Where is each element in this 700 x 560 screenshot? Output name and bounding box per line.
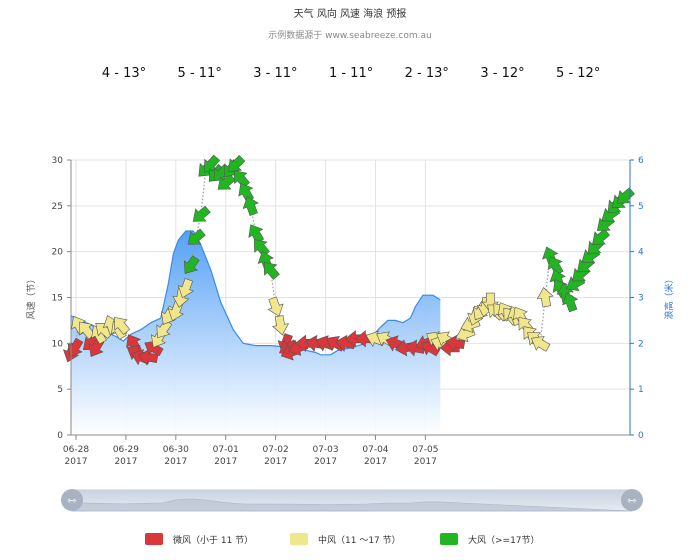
legend: 微风（小于 11 节） 中风（11 ～17 节） 大风（>=17节）: [145, 533, 540, 546]
wave-height-line: [70, 230, 441, 356]
navigator-handle-left[interactable]: ⇿: [61, 489, 83, 511]
x-tick-label-date: 07-05: [412, 445, 438, 455]
y-left-tick-label: 5: [57, 385, 63, 395]
y-right-tick-label: 2: [638, 339, 644, 349]
wind-arrow: [187, 228, 206, 245]
chart-subtitle: 示例数据源于 www.seabreeze.com.au: [268, 29, 431, 41]
wind-arrow: [177, 278, 195, 299]
temperature-label: 2 - 13°: [405, 66, 449, 81]
legend-swatch: [440, 533, 458, 545]
x-tick-label-year: 2017: [114, 457, 137, 467]
y-right-tick-label: 3: [638, 294, 644, 304]
wind-arrow: [536, 287, 554, 308]
temperature-label: 1 - 11°: [329, 66, 373, 81]
wind-arrow: [242, 195, 259, 217]
y-left-tick-label: 10: [52, 339, 64, 349]
y-axis-left-title: 风速（节）: [26, 274, 37, 319]
wind-arrow: [444, 334, 466, 352]
wind-arrow: [562, 292, 579, 313]
y-left-tick-label: 15: [52, 294, 63, 304]
y-right-tick-label: 0: [638, 431, 644, 441]
legend-label: 微风（小于 11 节）: [173, 534, 253, 546]
x-tick-label-year: 2017: [264, 457, 287, 467]
x-tick-label-date: 07-04: [362, 445, 388, 455]
navigator-wave-preview: [71, 498, 633, 512]
wind-arrow-series: [62, 154, 635, 366]
wave-height-area: [71, 231, 441, 435]
y-left-tick-label: 0: [57, 431, 63, 441]
wind-arrow: [267, 296, 284, 317]
temperature-label: 3 - 12°: [480, 66, 524, 81]
svg-text:⇿: ⇿: [627, 494, 636, 507]
x-tick-label-date: 07-02: [263, 445, 289, 455]
temperature-label: 3 - 11°: [253, 66, 297, 81]
wind-arrow: [192, 205, 211, 222]
wave-height-series: [70, 230, 441, 435]
y-left-tick-label: 25: [52, 202, 63, 212]
x-tick-label-date: 07-01: [213, 445, 239, 455]
wind-arrow: [421, 340, 441, 357]
navigator-handle-right[interactable]: ⇿: [621, 489, 643, 511]
temperature-label: 5 - 11°: [178, 66, 222, 81]
wind-arrow: [263, 261, 280, 280]
wind-arrow: [217, 173, 236, 190]
wind-arrow: [114, 316, 131, 335]
navigator-wave-area: [71, 498, 633, 512]
x-tick-label-date: 06-30: [163, 445, 189, 455]
x-tick-label-year: 2017: [65, 457, 88, 467]
wind-arrow: [531, 335, 551, 352]
temperature-row: 4 - 13° 5 - 11° 3 - 11° 1 - 11° 2 - 13° 3 - 1…: [102, 66, 600, 81]
svg-text:⇿: ⇿: [67, 494, 76, 507]
legend-swatch: [145, 533, 163, 545]
x-tick-label-year: 2017: [364, 457, 387, 467]
navigator[interactable]: ⇿ ⇿: [61, 489, 643, 512]
y-right-tick-label: 1: [638, 385, 644, 395]
temperature-label: 4 - 13°: [102, 66, 146, 81]
y-left-tick-label: 20: [52, 248, 64, 258]
x-tick-label-year: 2017: [214, 457, 237, 467]
x-tick-label-year: 2017: [314, 457, 337, 467]
wind-arrow: [272, 315, 290, 336]
wind-arrow: [592, 228, 610, 245]
legend-label: 中风（11 ～17 节）: [318, 534, 401, 546]
x-tick-label-date: 07-03: [312, 445, 338, 455]
y-right-tick-label: 6: [638, 156, 644, 166]
legend-swatch: [290, 533, 308, 545]
chart-title: 天气 风向 风速 海浪 预报: [294, 7, 407, 20]
axes: 0 5 10 15 20 25 30 0 1 2 3 4 5 6 06-28 2017 06-29 2017 06-…: [52, 156, 644, 467]
x-tick-label-year: 2017: [414, 457, 437, 467]
y-right-tick-label: 5: [638, 202, 644, 212]
y-left-tick-label: 30: [52, 156, 64, 166]
y-axis-right-title: 浪高（米）: [663, 274, 675, 319]
wind-arrow: [156, 319, 173, 339]
x-tick-label-date: 06-28: [63, 445, 89, 455]
temperature-label: 5 - 12°: [556, 66, 600, 81]
x-tick-label-date: 06-29: [113, 445, 139, 455]
legend-label: 大风（>=17节）: [468, 534, 540, 546]
x-tick-label-year: 2017: [164, 457, 187, 467]
y-right-tick-label: 4: [638, 248, 644, 258]
wind-arrow: [183, 255, 200, 274]
wind-arrow: [79, 321, 96, 340]
wind-arrow: [405, 339, 426, 357]
